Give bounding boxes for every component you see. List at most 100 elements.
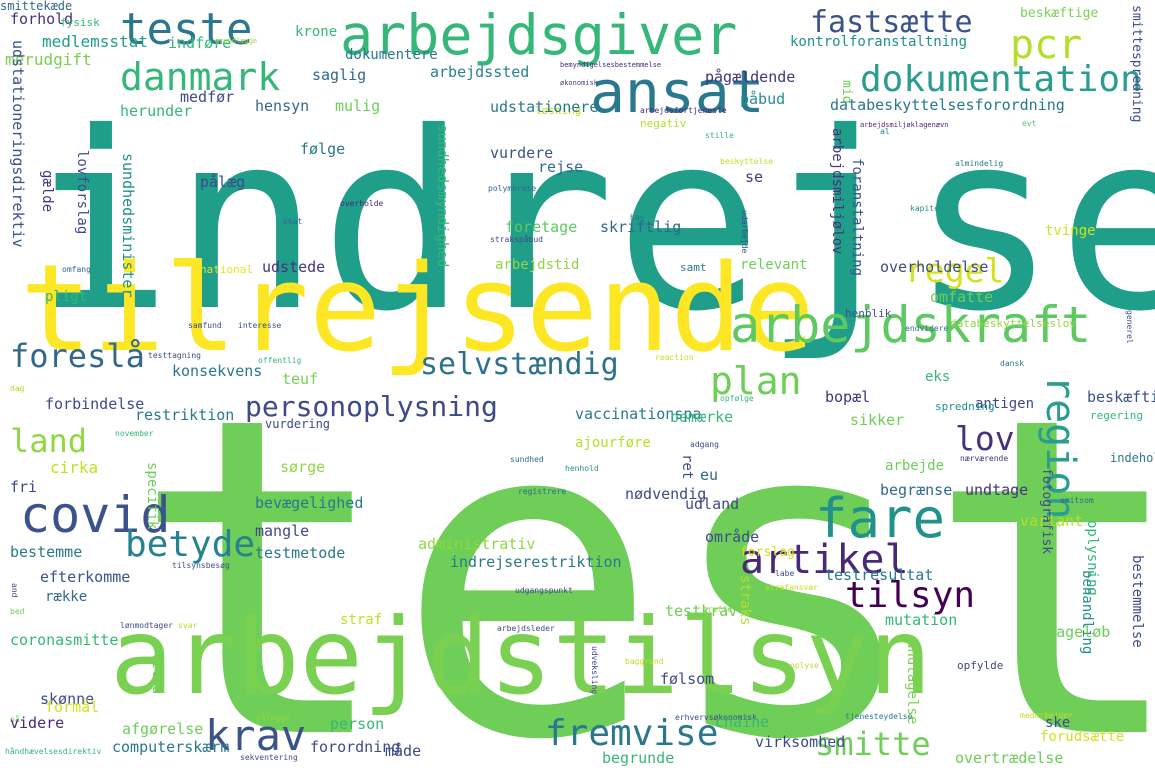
word-54: databeskyttelsesforordning (830, 96, 1065, 114)
word-2: tilrejsende (20, 240, 815, 379)
word-188: medarbejder (1020, 711, 1073, 720)
word-116: regering (1090, 409, 1143, 422)
word-84: polymerase (488, 184, 537, 193)
word-128: eu (700, 466, 719, 484)
word-181: videre (10, 714, 65, 732)
word-197: håndhævelsesdirektiv (5, 747, 102, 756)
word-70: arbejdsmiljølov (829, 128, 845, 255)
word-69: relevant (740, 257, 808, 273)
word-16: personoplysning (245, 390, 498, 423)
word-108: generel (1125, 310, 1134, 344)
word-36: saglig (312, 66, 367, 84)
word-8: danmark (120, 55, 281, 99)
word-26: fremvise (545, 713, 719, 754)
word-81: udarbejde (740, 210, 749, 254)
word-30: medlemsstat (42, 32, 148, 51)
word-143: bestemme (10, 543, 83, 561)
word-47: arbejdsfortjeneste (640, 106, 727, 115)
word-184: pålægge (256, 713, 290, 722)
word-102: offentlig (258, 356, 302, 365)
word-44: mulig (335, 97, 381, 115)
word-19: land (10, 422, 88, 460)
word-144: administrativ (418, 535, 536, 553)
word-12: regel (905, 251, 1005, 290)
word-176: udveksling (590, 646, 599, 695)
word-38: bemyndigelsesbestemmelse (560, 61, 662, 69)
word-159: straks (737, 575, 753, 626)
word-191: computerskærm (112, 738, 230, 756)
word-72: overholdelse (880, 258, 989, 276)
word-9: fastsætte (810, 5, 973, 40)
word-183: person (330, 715, 385, 733)
word-111: bemærke (670, 408, 734, 426)
word-34: krone (295, 24, 338, 40)
word-196: overtrædelse (955, 749, 1064, 767)
word-90: kapitel (910, 204, 944, 213)
word-64: pålæg (200, 173, 246, 191)
word-88: strakspåbud (490, 235, 543, 244)
word-79: endvidere (905, 324, 949, 333)
word-97: forbindelse (45, 395, 145, 413)
word-91: al (880, 127, 890, 136)
word-74: databeskyttelseslov (950, 317, 1076, 330)
word-17: lov (955, 419, 1015, 458)
word-93: omfang (62, 265, 91, 274)
word-15: plan (710, 359, 802, 403)
word-173: skønne (40, 690, 95, 708)
word-153: bestemmelse (1129, 555, 1145, 648)
word-4: arbejdsgiver (340, 3, 738, 67)
word-165: lønmodtager (120, 621, 173, 630)
word-161: træffe (703, 605, 732, 614)
word-119: november (115, 429, 154, 438)
word-11: dokumentation (860, 59, 1142, 100)
word-195: begrunde (602, 749, 675, 767)
word-114: sikker (850, 411, 905, 429)
word-122: specifik (144, 462, 160, 530)
word-101: testtagning (148, 351, 201, 360)
word-28: forhold (10, 10, 74, 28)
word-83: beskyttelse (720, 157, 773, 166)
word-117: opfølge (720, 394, 754, 403)
word-150: variant (1020, 512, 1084, 530)
word-49: pågældende (705, 68, 796, 86)
word-133: sundhed (510, 455, 544, 464)
word-41: medfør (180, 88, 235, 106)
word-59: sundhedsmyndighed (434, 124, 450, 268)
word-100: interesse (238, 321, 282, 330)
word-177: baggrund (625, 657, 664, 666)
word-186: chaine (715, 713, 770, 731)
word-178: oplyse (790, 661, 819, 670)
word-13: foreslå (10, 337, 145, 375)
word-22: artikel (740, 537, 909, 583)
word-42: hensyn (255, 97, 310, 115)
word-135: nærværende (960, 454, 1009, 463)
word-50: kontrolforanstaltning (790, 34, 968, 50)
word-27: smitte (815, 725, 931, 763)
word-46: negativ (640, 117, 687, 130)
word-172: følsom (660, 670, 715, 688)
word-94: arbejdsmiljøklagenævn (860, 121, 949, 129)
word-140: registrere (518, 487, 567, 496)
word-60: vurdere (490, 144, 554, 162)
word-192: forordning (310, 738, 401, 756)
word-145: indrejserestriktion (450, 553, 622, 571)
word-43: herunder (120, 102, 193, 120)
word-77: samt (680, 261, 707, 274)
word-193: måde (385, 742, 422, 760)
word-86: skat (283, 217, 303, 226)
word-138: gå (1027, 492, 1036, 502)
word-23: betyde (125, 524, 256, 565)
word-48: påbud (740, 90, 786, 108)
word-24: tilsyn (845, 575, 976, 616)
word-1: test (130, 324, 1155, 770)
word-58: følge (300, 140, 346, 158)
word-92: evt (1022, 119, 1037, 128)
word-5: ansat (590, 58, 765, 126)
word-99: samfund (188, 321, 222, 330)
word-129: arbejde (885, 458, 945, 474)
word-155: and (10, 583, 19, 598)
word-142: testmetode (255, 544, 346, 562)
word-113: beskæftigelsesminister (1087, 388, 1155, 406)
word-139: smitsom (1060, 496, 1094, 505)
